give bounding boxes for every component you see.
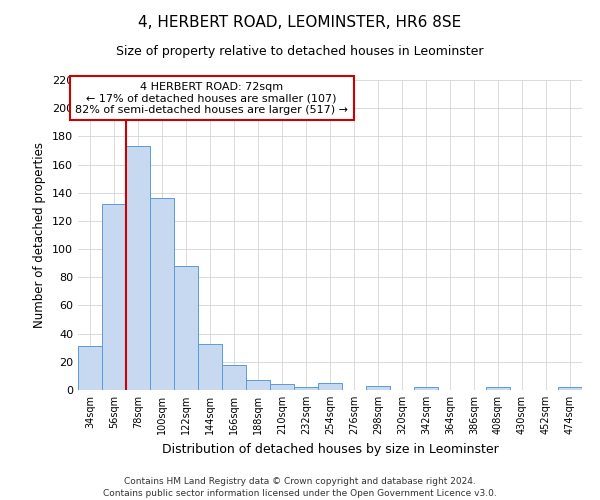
Bar	[126, 146, 150, 390]
Text: 4 HERBERT ROAD: 72sqm
← 17% of detached houses are smaller (107)
82% of semi-det: 4 HERBERT ROAD: 72sqm ← 17% of detached …	[75, 82, 348, 115]
Bar	[294, 387, 318, 390]
X-axis label: Distribution of detached houses by size in Leominster: Distribution of detached houses by size …	[161, 442, 499, 456]
Bar	[558, 387, 582, 390]
Bar	[198, 344, 222, 390]
Bar	[78, 346, 102, 390]
Y-axis label: Number of detached properties: Number of detached properties	[34, 142, 46, 328]
Bar	[222, 364, 246, 390]
Bar	[366, 386, 390, 390]
Text: Contains HM Land Registry data © Crown copyright and database right 2024.: Contains HM Land Registry data © Crown c…	[124, 478, 476, 486]
Text: Contains public sector information licensed under the Open Government Licence v3: Contains public sector information licen…	[103, 489, 497, 498]
Bar	[102, 204, 126, 390]
Bar	[318, 383, 342, 390]
Bar	[246, 380, 270, 390]
Bar	[486, 387, 510, 390]
Bar	[414, 387, 438, 390]
Text: 4, HERBERT ROAD, LEOMINSTER, HR6 8SE: 4, HERBERT ROAD, LEOMINSTER, HR6 8SE	[139, 15, 461, 30]
Text: Size of property relative to detached houses in Leominster: Size of property relative to detached ho…	[116, 45, 484, 58]
Bar	[270, 384, 294, 390]
Bar	[150, 198, 174, 390]
Bar	[174, 266, 198, 390]
